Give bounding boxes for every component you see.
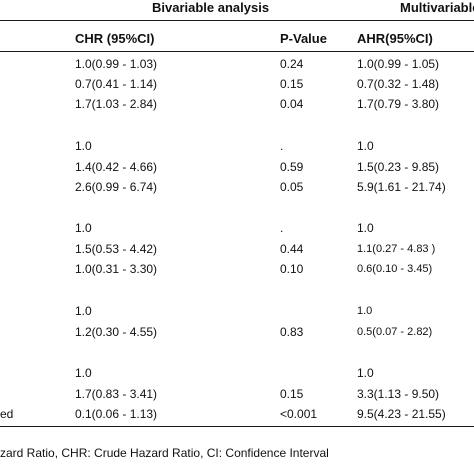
chr-cell: 1.0 xyxy=(75,139,92,153)
pvalue-cell: . xyxy=(280,139,284,153)
pvalue-cell: 0.10 xyxy=(280,262,304,276)
chr-cell: 1.7(1.03 - 2.84) xyxy=(75,97,158,111)
ahr-cell: 1.0 xyxy=(357,221,374,235)
pvalue-cell: . xyxy=(280,221,284,235)
chr-cell: 1.0 xyxy=(75,366,92,380)
chr-cell: 1.0 xyxy=(75,304,92,318)
ahr-cell: 1.7(0.79 - 3.80) xyxy=(357,97,440,111)
ahr-cell: 1.5(0.23 - 9.85) xyxy=(357,160,440,174)
multivariable-analysis-header: Multivariable xyxy=(400,0,474,15)
ahr-cell: 0.6(0.10 - 3.45) xyxy=(357,263,433,275)
header-bottom-rule xyxy=(0,51,474,52)
pvalue-cell: 0.04 xyxy=(280,97,304,111)
ahr-cell: 1.0(0.99 - 1.05) xyxy=(357,57,440,71)
ahr-cell: 1.0 xyxy=(357,139,374,153)
chr-cell: 1.5(0.53 - 4.42) xyxy=(75,242,158,256)
chr-cell: 0.7(0.41 - 1.14) xyxy=(75,77,158,91)
chr-cell: 1.7(0.83 - 3.41) xyxy=(75,387,158,401)
chr-cell: 2.6(0.99 - 6.74) xyxy=(75,180,158,194)
pvalue-cell: 0.83 xyxy=(280,325,304,339)
pvalue-cell: 0.44 xyxy=(280,242,304,256)
pvalue-cell: 0.24 xyxy=(280,57,304,71)
chr-cell: 1.4(0.42 - 4.66) xyxy=(75,160,158,174)
ahr-column-header: AHR(95%CI) xyxy=(357,31,433,46)
ahr-cell: 1.0 xyxy=(357,366,374,380)
header-top-rule xyxy=(0,20,474,21)
ahr-cell: 0.7(0.32 - 1.48) xyxy=(357,77,440,91)
ahr-cell: 0.5(0.07 - 2.82) xyxy=(357,326,433,338)
pvalue-cell: 0.15 xyxy=(280,77,304,91)
row-label: ed xyxy=(0,407,14,421)
chr-cell: 1.0(0.31 - 3.30) xyxy=(75,262,158,276)
pvalue-cell: 0.59 xyxy=(280,160,304,174)
chr-cell: 1.0 xyxy=(75,221,92,235)
table-footnote: zard Ratio, CHR: Crude Hazard Ratio, CI:… xyxy=(0,446,329,460)
ahr-cell: 5.9(1.61 - 21.74) xyxy=(357,180,446,194)
ahr-cell: 3.3(1.13 - 9.50) xyxy=(357,387,440,401)
bivariable-analysis-header: Bivariable analysis xyxy=(152,0,270,15)
ahr-cell: 1.0 xyxy=(357,305,373,317)
pvalue-cell: 0.05 xyxy=(280,180,304,194)
ahr-cell: 1.1(0.27 - 4.83 ) xyxy=(357,243,436,255)
chr-cell: 1.2(0.30 - 4.55) xyxy=(75,325,158,339)
pvalue-cell: 0.15 xyxy=(280,387,304,401)
pvalue-cell: <0.001 xyxy=(280,407,318,421)
chr-cell: 1.0(0.99 - 1.03) xyxy=(75,57,158,71)
ahr-cell: 9.5(4.23 - 21.55) xyxy=(357,407,446,421)
pvalue-column-header: P-Value xyxy=(280,31,327,46)
chr-column-header: CHR (95%CI) xyxy=(75,31,155,46)
chr-cell: 0.1(0.06 - 1.13) xyxy=(75,407,158,421)
table-bottom-rule xyxy=(0,426,474,427)
